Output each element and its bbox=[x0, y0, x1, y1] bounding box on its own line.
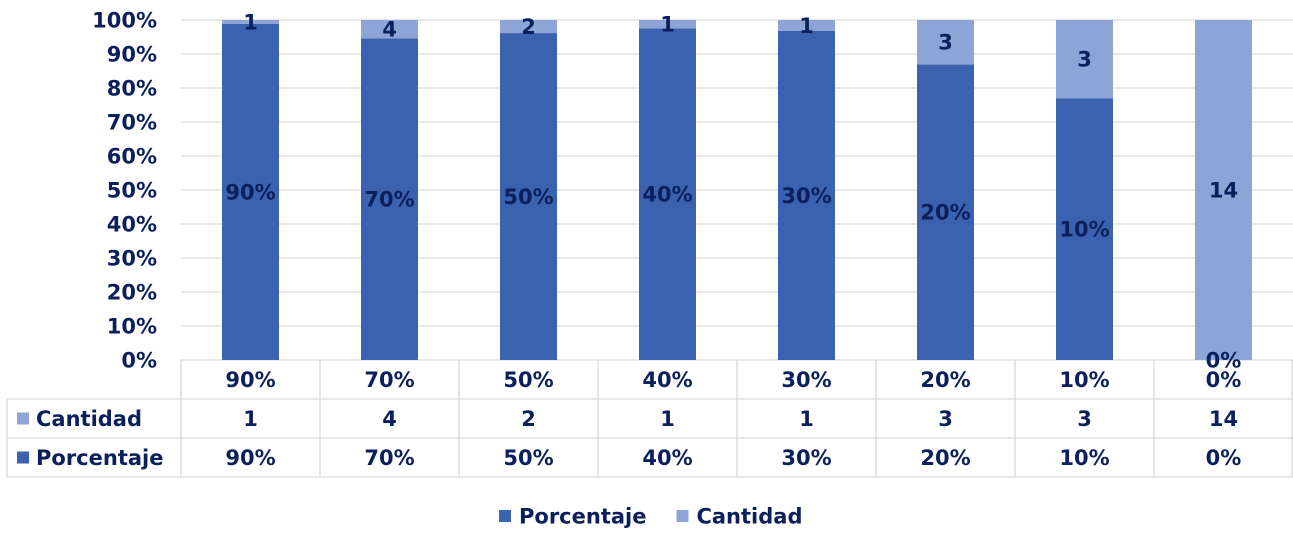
bars bbox=[222, 20, 1252, 360]
data-label: 14 bbox=[1209, 179, 1238, 203]
table-row-header: Cantidad bbox=[36, 407, 142, 431]
bar-porcentaje-segment bbox=[361, 38, 418, 360]
table-legend-key bbox=[17, 412, 29, 425]
table-cell: 20% bbox=[920, 446, 970, 470]
data-labels: 90%170%450%240%130%120%310%30%14 bbox=[225, 10, 1241, 372]
data-label: 3 bbox=[938, 31, 953, 55]
gridlines bbox=[181, 19, 1293, 361]
data-label: 20% bbox=[920, 201, 970, 225]
legend-swatch bbox=[676, 510, 689, 522]
y-tick-label: 100% bbox=[92, 9, 157, 33]
y-tick-label: 70% bbox=[107, 111, 157, 135]
bar-cantidad-segment bbox=[361, 20, 418, 39]
y-tick-label: 40% bbox=[107, 213, 157, 237]
data-label: 30% bbox=[781, 184, 831, 208]
data-label: 1 bbox=[799, 14, 814, 38]
data-label: 10% bbox=[1059, 218, 1109, 242]
legend: Porcentaje Cantidad bbox=[499, 505, 802, 529]
x-category-label: 20% bbox=[920, 368, 970, 392]
table-cell: 4 bbox=[382, 407, 397, 431]
table-cell: 14 bbox=[1209, 407, 1238, 431]
data-label: 1 bbox=[243, 10, 258, 34]
table-cell: 10% bbox=[1059, 446, 1109, 470]
data-label: 70% bbox=[364, 188, 414, 212]
data-label: 40% bbox=[642, 183, 692, 207]
table-cell: 2 bbox=[521, 407, 536, 431]
data-label: 90% bbox=[225, 180, 275, 204]
y-tick-label: 20% bbox=[107, 281, 157, 305]
bar-porcentaje-segment bbox=[639, 28, 696, 360]
table-cell: 1 bbox=[660, 407, 675, 431]
x-category-label: 10% bbox=[1059, 368, 1109, 392]
y-tick-label: 10% bbox=[107, 315, 157, 339]
table-cell: 70% bbox=[364, 446, 414, 470]
x-category-label: 70% bbox=[364, 368, 414, 392]
bar-cantidad-segment bbox=[1056, 20, 1113, 99]
bar-cantidad-segment bbox=[639, 20, 696, 29]
y-tick-label: 60% bbox=[107, 145, 157, 169]
bar-porcentaje-segment bbox=[778, 30, 835, 360]
bar-porcentaje-segment bbox=[917, 64, 974, 360]
table-row-header: Porcentaje bbox=[36, 446, 163, 470]
x-category-label: 30% bbox=[781, 368, 831, 392]
table-cell: 3 bbox=[1077, 407, 1092, 431]
bar-porcentaje-segment bbox=[500, 33, 557, 360]
legend-label: Cantidad bbox=[696, 505, 802, 529]
legend-entry-cantidad: Cantidad bbox=[676, 505, 802, 529]
table-legend-key bbox=[17, 451, 29, 464]
data-label: 4 bbox=[382, 18, 397, 42]
table-cell: 3 bbox=[938, 407, 953, 431]
data-label: 0% bbox=[1206, 349, 1242, 373]
table-cell: 1 bbox=[243, 407, 258, 431]
legend-entry-porcentaje: Porcentaje bbox=[499, 505, 646, 529]
bar-cantidad-segment bbox=[917, 20, 974, 65]
y-tick-label: 90% bbox=[107, 43, 157, 67]
y-tick-label: 80% bbox=[107, 77, 157, 101]
legend-label: Porcentaje bbox=[519, 505, 646, 529]
y-axis-tick-labels: 0% 10% 20% 30% 40% 50% 60% 70% 80% 90% 100% bbox=[92, 9, 157, 373]
bar-cantidad-segment bbox=[1195, 20, 1252, 360]
bar-porcentaje-segment bbox=[222, 23, 279, 360]
table-cell: 40% bbox=[642, 446, 692, 470]
data-label: 1 bbox=[660, 13, 675, 37]
legend-swatch bbox=[499, 510, 511, 522]
bar-cantidad-segment bbox=[500, 20, 557, 34]
data-table: 90% 70% 50% 40% 30% 20% 10% 0%Cantidad 1 4 2 1 1 3 3 14… bbox=[6, 360, 1293, 478]
data-label: 50% bbox=[503, 185, 553, 209]
bar-cantidad-segment bbox=[222, 20, 279, 24]
table-cell: 1 bbox=[799, 407, 814, 431]
data-label: 3 bbox=[1077, 48, 1092, 72]
table-cell: 90% bbox=[225, 446, 275, 470]
y-tick-label: 0% bbox=[121, 349, 157, 373]
bar-cantidad-segment bbox=[778, 20, 835, 31]
x-category-label: 90% bbox=[225, 368, 275, 392]
x-category-label: 50% bbox=[503, 368, 553, 392]
bar-porcentaje-segment bbox=[1056, 98, 1113, 360]
x-category-label: 40% bbox=[642, 368, 692, 392]
y-tick-label: 50% bbox=[107, 179, 157, 203]
table-cell: 30% bbox=[781, 446, 831, 470]
table-cell: 0% bbox=[1206, 446, 1242, 470]
x-category-label: 0% bbox=[1206, 368, 1242, 392]
data-label: 2 bbox=[521, 15, 536, 39]
table-cell: 50% bbox=[503, 446, 553, 470]
y-tick-label: 30% bbox=[107, 247, 157, 271]
